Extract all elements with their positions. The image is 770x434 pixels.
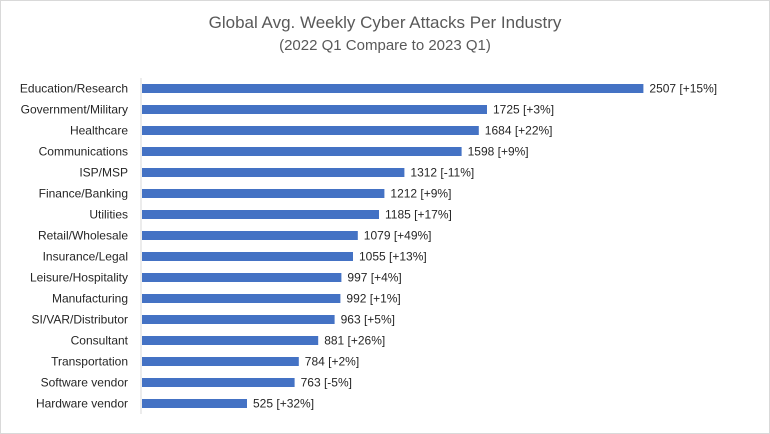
data-label: 992 [+1%] — [346, 292, 400, 306]
category-label: Hardware vendor — [36, 397, 128, 411]
category-label: ISP/MSP — [79, 166, 128, 180]
bar — [142, 168, 405, 177]
category-label: Finance/Banking — [39, 187, 128, 201]
data-label: 997 [+4%] — [347, 271, 401, 285]
category-label: Government/Military — [21, 103, 128, 117]
category-label: Leisure/Hospitality — [30, 271, 128, 285]
bar — [142, 357, 299, 366]
category-label: Education/Research — [20, 82, 128, 96]
data-label: 1598 [+9%] — [468, 145, 529, 159]
data-label: 963 [+5%] — [341, 313, 395, 327]
chart-title: Global Avg. Weekly Cyber Attacks Per Ind… — [208, 13, 562, 32]
data-label: 881 [+26%] — [324, 334, 385, 348]
bar — [142, 336, 319, 345]
data-label: 1212 [+9%] — [390, 187, 451, 201]
data-label: 1684 [+22%] — [485, 124, 553, 138]
bar — [142, 315, 335, 324]
data-label: 1079 [+49%] — [364, 229, 432, 243]
category-label: SI/VAR/Distributor — [32, 313, 128, 327]
category-label: Manufacturing — [52, 292, 128, 306]
data-label: 1185 [+17%] — [385, 208, 452, 222]
bar — [142, 252, 353, 261]
bar — [142, 105, 487, 114]
data-label: 1725 [+3%] — [493, 103, 554, 117]
category-label: Consultant — [71, 334, 129, 348]
bar — [142, 189, 385, 198]
category-label: Software vendor — [41, 376, 128, 390]
bar — [142, 210, 379, 219]
bar — [142, 147, 462, 156]
data-label: 1312 [-11%] — [410, 166, 474, 180]
category-label: Retail/Wholesale — [38, 229, 128, 243]
category-label: Healthcare — [70, 124, 128, 138]
data-label: 2507 [+15%] — [649, 82, 717, 96]
category-label: Utilities — [89, 208, 128, 222]
data-label: 784 [+2%] — [305, 355, 359, 369]
data-label: 525 [+32%] — [253, 397, 314, 411]
category-label: Transportation — [51, 355, 128, 369]
bar — [142, 273, 342, 282]
bar — [142, 231, 358, 240]
data-label: 763 [-5%] — [301, 376, 352, 390]
bar — [142, 294, 341, 303]
category-label: Insurance/Legal — [43, 250, 128, 264]
category-label: Communications — [39, 145, 128, 159]
bar — [142, 126, 479, 135]
bar — [142, 84, 644, 93]
bar — [142, 378, 295, 387]
data-label: 1055 [+13%] — [359, 250, 427, 264]
chart-subtitle: (2022 Q1 Compare to 2023 Q1) — [279, 37, 491, 54]
bar — [142, 399, 247, 408]
